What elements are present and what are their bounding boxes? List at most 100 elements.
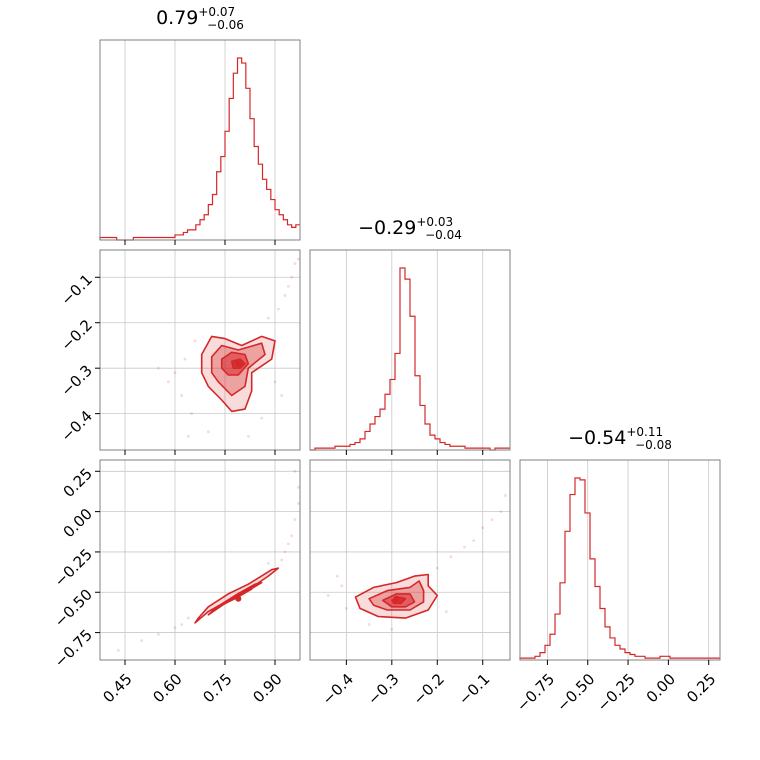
scatter-point [273,380,277,384]
scatter-point [335,574,339,578]
histogram-step [310,267,510,451]
pair-2-3-panel [310,460,510,660]
scatter-point [481,526,485,530]
scatter-point [260,416,264,420]
y-tick-label: −0.4 [58,407,96,445]
pair-1-2-frame [99,249,301,451]
param-1-title: 0.79+0.07 −0.06 [156,5,244,32]
y-tick-label: −0.25 [51,545,96,590]
scatter-point [444,610,448,614]
title-median: −0.29 [358,217,416,239]
scatter-point [435,566,439,570]
scatter-point [286,542,290,546]
scatter-point [166,380,170,384]
param-2-title: −0.29+0.03 −0.04 [358,215,462,242]
title-lower: −0.06 [207,18,244,32]
density-peak [235,360,242,367]
param-3-title: −0.54+0.11 −0.08 [568,425,672,452]
x-tick-label: 0.25 [683,670,719,706]
title-median: 0.79 [156,7,198,29]
histogram-step [519,477,720,660]
x-tick-label: 0.00 [643,670,679,706]
scatter-point [246,434,250,438]
scatter-point [290,534,294,538]
scatter-point [186,434,190,438]
scatter-point [276,307,280,311]
scatter-point [173,371,177,375]
scatter-point [296,486,300,489]
y-tick-label: −0.1 [58,271,96,309]
param-3-hist-frame [519,459,721,661]
x-tick-label: −0.50 [553,670,598,715]
scatter-point [156,632,160,636]
param-2-histogram [310,250,510,451]
scatter-point [290,275,294,279]
x-tick-label: −0.4 [319,670,357,708]
scatter-point [266,316,270,320]
x-tick-label: 0.75 [199,670,235,706]
x-tick-label: 0.90 [249,670,285,706]
scatter-point [140,639,144,643]
scatter-point [183,357,187,361]
scatter-point [156,366,160,370]
scatter-point [490,518,494,522]
scatter-point [280,394,284,397]
scatter-point [367,623,371,626]
scatter-point [344,606,348,610]
scatter-point [266,561,270,565]
title-median: −0.54 [568,427,626,449]
param-1-histogram [99,40,300,241]
x-tick-label: −0.2 [410,670,448,708]
scatter-point [180,623,184,626]
scatter-point [186,616,190,620]
x-tick-label: −0.3 [364,670,402,708]
scatter-point [449,555,453,559]
scatter-point [326,594,330,597]
density-peak [393,595,400,602]
title-upper: +0.11 [626,425,663,439]
pair-1-3-panel [100,460,300,660]
scatter-point [206,430,210,434]
x-tick-label: 0.60 [149,670,185,706]
x-tick-label: −0.75 [513,670,558,715]
title-lower: −0.04 [425,228,462,242]
pair-2-3-frame [309,459,511,661]
scatter-point [340,584,344,588]
y-tick-label: −0.2 [58,316,96,354]
scatter-point [190,412,194,416]
scatter-point [296,257,300,261]
scatter-point [193,339,197,343]
scatter-point [293,518,297,522]
scatter-point [463,545,466,549]
y-tick-label: 0.00 [60,505,96,541]
density-peak [235,595,242,602]
histogram-step [99,57,300,241]
param-1-hist-frame [99,39,301,241]
scatter-point [283,294,287,297]
title-lower: −0.08 [635,438,672,452]
y-tick-label: −0.75 [51,626,96,671]
param-2-hist-frame [309,249,511,451]
scatter-point [499,510,503,514]
scatter-point [286,284,290,288]
x-tick-label: −0.1 [455,670,493,708]
y-tick-label: −0.3 [58,361,96,399]
param-3-histogram [519,460,720,660]
scatter-point [504,494,507,497]
scatter-point [180,394,184,397]
scatter-point [173,626,177,630]
y-tick-label: −0.50 [51,586,96,631]
density-contour [217,588,253,608]
scatter-point [472,539,476,543]
y-tick-label: 0.25 [60,465,96,501]
pair-1-3-frame [99,459,301,661]
x-tick-label: 0.45 [99,670,135,706]
x-tick-label: −0.25 [594,670,639,715]
scatter-point [116,648,120,652]
scatter-point [280,558,284,562]
scatter-point [296,502,300,505]
pair-1-2-panel [100,250,300,450]
scatter-point [293,469,297,473]
scatter-point [293,262,297,266]
